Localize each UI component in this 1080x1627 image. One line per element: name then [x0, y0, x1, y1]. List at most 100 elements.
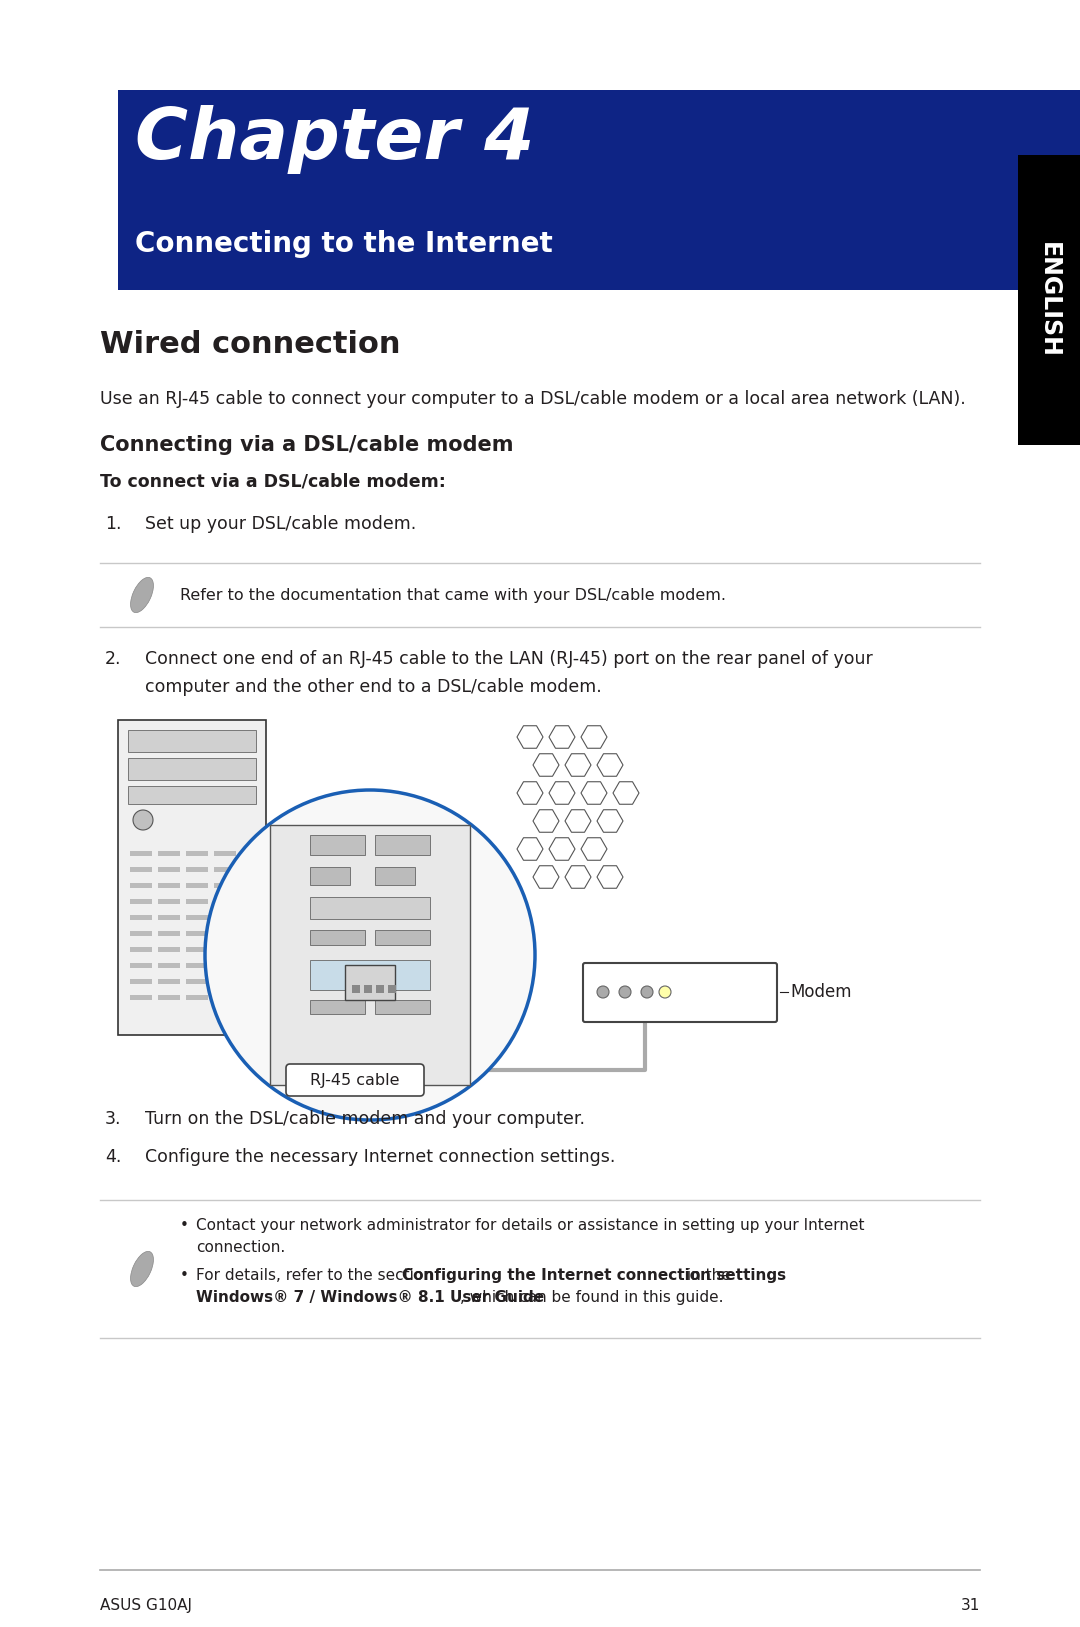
Bar [1018, 155, 1080, 446]
Bar [158, 979, 180, 984]
Circle shape [205, 791, 535, 1119]
Bar [158, 883, 180, 888]
Text: Refer to the documentation that came with your DSL/cable modem.: Refer to the documentation that came wit… [180, 587, 726, 602]
Text: Connecting via a DSL/cable modem: Connecting via a DSL/cable modem [100, 434, 513, 456]
Bar [364, 984, 372, 992]
Text: connection.: connection. [195, 1240, 285, 1254]
Text: Set up your DSL/cable modem.: Set up your DSL/cable modem. [145, 516, 416, 534]
Bar [214, 963, 237, 968]
Bar [186, 914, 208, 919]
Bar [186, 867, 208, 872]
Text: 2.: 2. [105, 651, 121, 669]
Bar [130, 996, 152, 1001]
Bar [186, 979, 208, 984]
Text: computer and the other end to a DSL/cable modem.: computer and the other end to a DSL/cabl… [145, 678, 602, 696]
Bar [270, 825, 470, 1085]
Circle shape [619, 986, 631, 997]
Bar [310, 960, 430, 989]
Bar [130, 883, 152, 888]
Text: Configuring the Internet connection settings: Configuring the Internet connection sett… [402, 1267, 786, 1284]
Bar [129, 758, 256, 779]
Bar [130, 979, 152, 984]
Bar [158, 914, 180, 919]
Bar [158, 947, 180, 952]
Bar [214, 996, 237, 1001]
Bar [130, 914, 152, 919]
Circle shape [597, 986, 609, 997]
Bar [214, 914, 237, 919]
Bar [130, 963, 152, 968]
Bar [158, 963, 180, 968]
Bar [129, 731, 256, 752]
Text: ENGLISH: ENGLISH [1037, 242, 1061, 358]
Text: 4.: 4. [105, 1149, 121, 1167]
Text: For details, refer to the section: For details, refer to the section [195, 1267, 437, 1284]
Bar [310, 931, 365, 945]
Bar [158, 900, 180, 905]
Bar [158, 931, 180, 936]
Bar [214, 867, 237, 872]
Bar [214, 883, 237, 888]
Bar [186, 900, 208, 905]
Bar [186, 963, 208, 968]
Text: To connect via a DSL/cable modem:: To connect via a DSL/cable modem: [100, 472, 446, 490]
Bar [345, 965, 395, 1001]
Bar [388, 984, 396, 992]
Bar [352, 984, 360, 992]
Text: Use an RJ-45 cable to connect your computer to a DSL/cable modem or a local area: Use an RJ-45 cable to connect your compu… [100, 390, 966, 408]
Text: Wired connection: Wired connection [100, 330, 401, 360]
Bar [158, 851, 180, 856]
Bar [310, 835, 365, 856]
Bar [214, 931, 237, 936]
Text: Connect one end of an RJ-45 cable to the LAN (RJ-45) port on the rear panel of y: Connect one end of an RJ-45 cable to the… [145, 651, 873, 669]
Bar [214, 947, 237, 952]
Bar [130, 931, 152, 936]
Bar [186, 931, 208, 936]
FancyBboxPatch shape [286, 1064, 424, 1097]
Bar [118, 89, 1080, 290]
Text: ASUS G10AJ: ASUS G10AJ [100, 1598, 192, 1612]
Text: Modem: Modem [789, 983, 851, 1001]
Text: Turn on the DSL/cable modem and your computer.: Turn on the DSL/cable modem and your com… [145, 1110, 585, 1128]
Text: in the: in the [681, 1267, 731, 1284]
Bar [158, 996, 180, 1001]
Text: 31: 31 [960, 1598, 980, 1612]
Ellipse shape [131, 1251, 153, 1287]
Bar [130, 947, 152, 952]
Text: Chapter 4: Chapter 4 [135, 106, 535, 174]
Bar [375, 867, 415, 885]
Text: Windows® 7 / Windows® 8.1 User Guide: Windows® 7 / Windows® 8.1 User Guide [195, 1290, 544, 1305]
Text: 1.: 1. [105, 516, 121, 534]
Circle shape [133, 810, 153, 830]
Text: Connecting to the Internet: Connecting to the Internet [135, 229, 553, 259]
Bar [214, 851, 237, 856]
Bar [130, 867, 152, 872]
Bar [186, 883, 208, 888]
Bar [214, 979, 237, 984]
Bar [375, 931, 430, 945]
Bar [375, 1001, 430, 1014]
Circle shape [642, 986, 653, 997]
Bar [310, 867, 350, 885]
Text: RJ-45 cable: RJ-45 cable [310, 1072, 400, 1087]
Ellipse shape [131, 578, 153, 613]
FancyBboxPatch shape [583, 963, 777, 1022]
Bar [376, 984, 384, 992]
Bar [158, 867, 180, 872]
Bar [129, 786, 256, 804]
Bar [186, 996, 208, 1001]
Bar [310, 896, 430, 919]
Bar [186, 947, 208, 952]
Bar [186, 851, 208, 856]
Text: Configure the necessary Internet connection settings.: Configure the necessary Internet connect… [145, 1149, 616, 1167]
Text: •: • [180, 1219, 189, 1233]
Text: •: • [180, 1267, 189, 1284]
Bar [310, 1001, 365, 1014]
Bar [130, 900, 152, 905]
Bar [130, 851, 152, 856]
Text: 3.: 3. [105, 1110, 121, 1128]
Bar [118, 721, 266, 1035]
Bar [375, 835, 430, 856]
Circle shape [659, 986, 671, 997]
Text: , which can be found in this guide.: , which can be found in this guide. [460, 1290, 724, 1305]
